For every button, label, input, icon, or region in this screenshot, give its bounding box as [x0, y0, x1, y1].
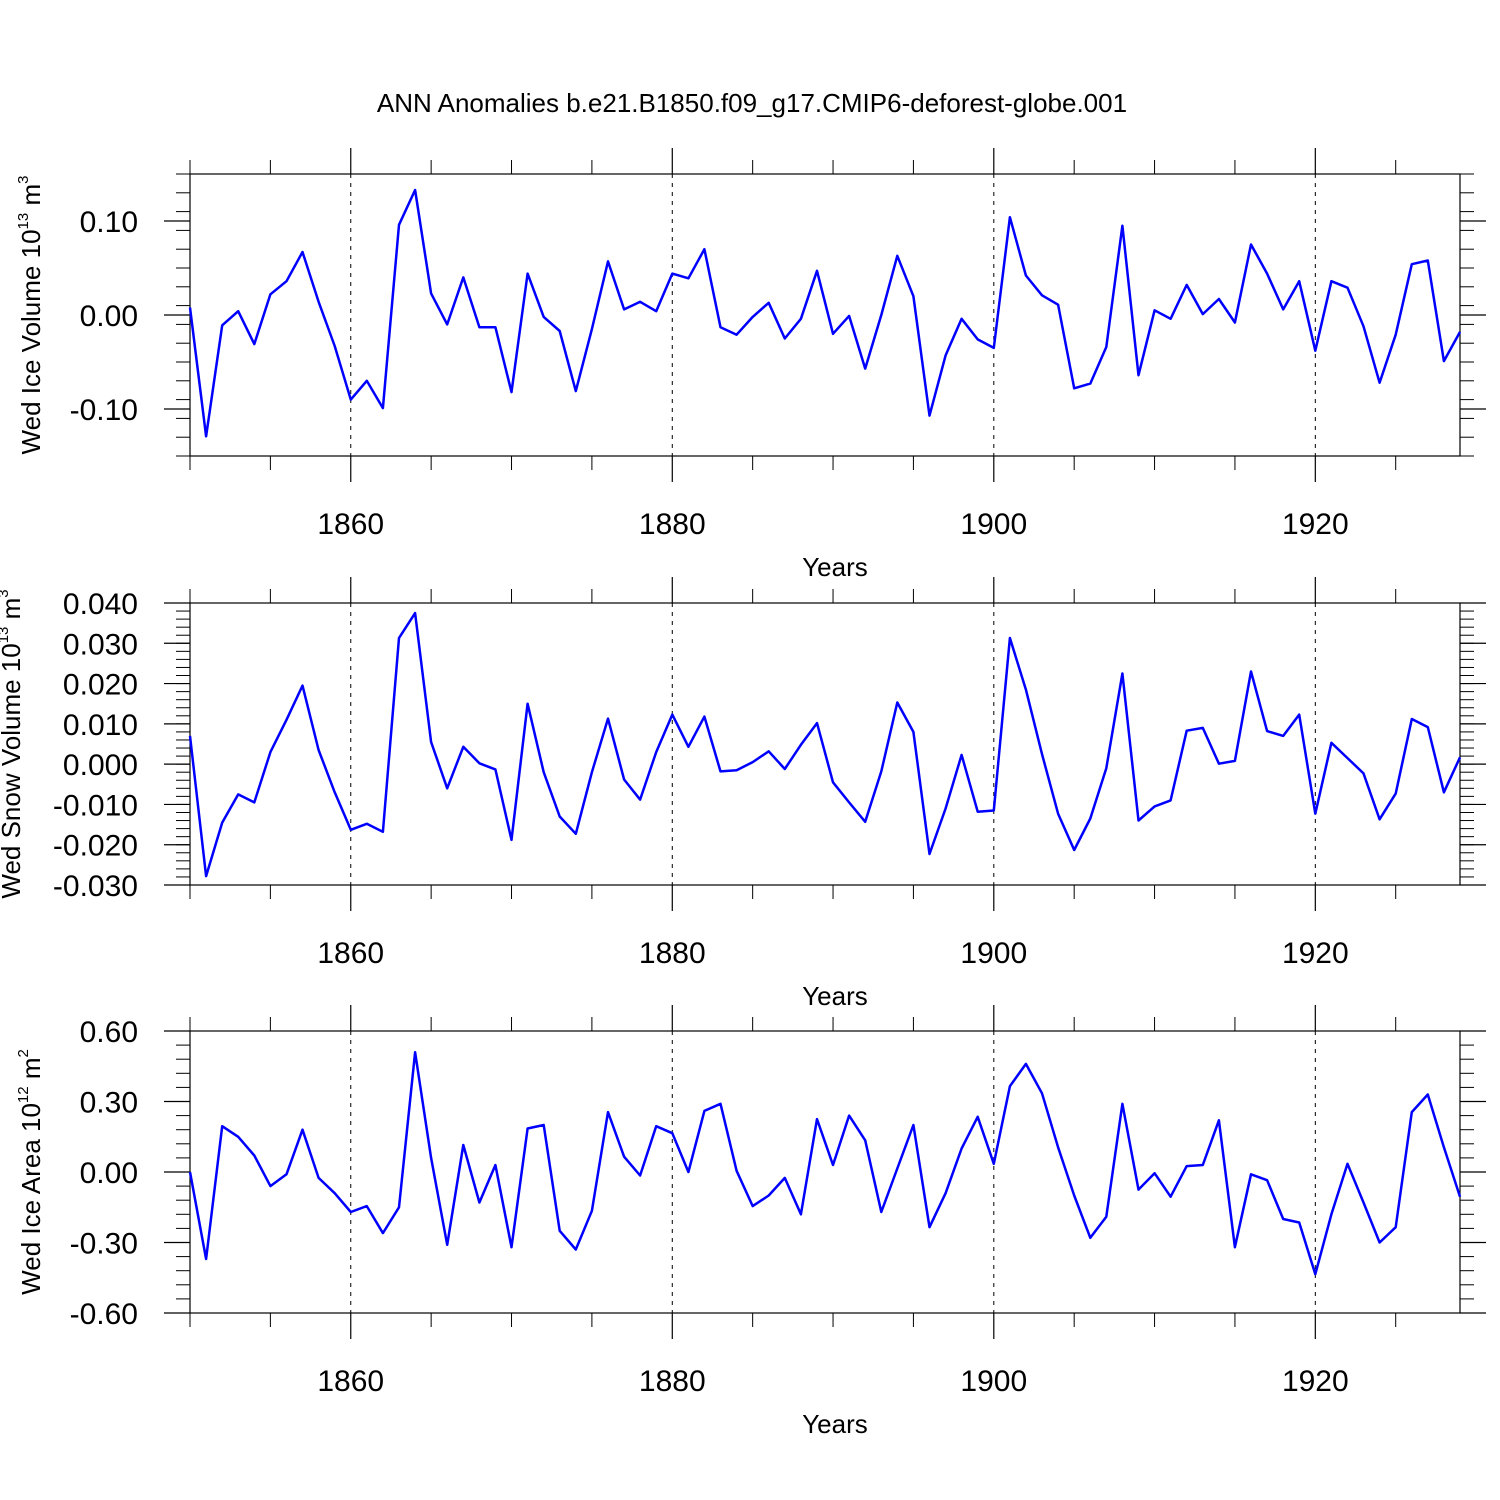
y-axis-label-exponent: 12	[15, 1086, 32, 1103]
y-tick-label: 0.10	[80, 206, 138, 239]
series-line	[188, 611, 1462, 878]
y-axis-label-text: Wed Ice Area 10	[16, 1103, 46, 1295]
y-tick-label: -0.10	[70, 394, 138, 427]
x-tick-label: 1920	[1282, 1365, 1349, 1398]
y-tick-label: 0.60	[80, 1016, 138, 1049]
y-tick-label: 0.030	[63, 628, 138, 661]
y-axis-label: Wed Snow Volume 1013 m3	[0, 589, 26, 898]
y-tick-label: -0.60	[70, 1298, 138, 1331]
plot-frame	[189, 1030, 1461, 1314]
panel-3: 1860 1880 1900 1920 Years -0.60 -0.30 0.00 0.30 0…	[15, 1005, 1486, 1439]
y-axis-label-unit: m	[16, 184, 46, 213]
y-tick-label: 0.00	[80, 1157, 138, 1190]
y-axis-label-unit: m	[0, 598, 26, 627]
y-axis-label-exponent: 13	[15, 213, 32, 230]
y-tick-label: -0.020	[53, 830, 138, 863]
y-axis-label-exponent: 13	[0, 627, 12, 644]
x-tick-label: 1860	[317, 1365, 384, 1398]
x-tick-label: 1880	[639, 1365, 706, 1398]
x-tick-label: 1880	[639, 508, 706, 541]
panels: 1860 1880 1900 1920 Years -0.10 0.00 0.10 Wed Ic…	[0, 148, 1486, 1439]
y-tick-label: -0.030	[53, 870, 138, 903]
series-line	[188, 188, 1462, 438]
x-axis-label: Years	[802, 1409, 868, 1439]
x-tick-label: 1920	[1282, 937, 1349, 970]
plot-frame	[189, 173, 1461, 457]
y-tick-label: 0.040	[63, 588, 138, 621]
y-tick-label: 0.010	[63, 709, 138, 742]
y-axis-label-text: Wed Snow Volume 10	[0, 643, 26, 898]
y-axis-label: Wed Ice Area 1012 m2	[15, 1049, 46, 1295]
panel-2: 1860 1880 1900 1920 Years -0.030 -0.020 -0.010 0…	[0, 577, 1486, 1011]
x-tick-label: 1900	[960, 937, 1027, 970]
series-line	[188, 1050, 1462, 1276]
y-axis-label-unit-exponent: 3	[15, 176, 32, 184]
x-tick-label: 1860	[317, 937, 384, 970]
y-axis-label-unit: m	[16, 1058, 46, 1087]
y-tick-label: 0.020	[63, 669, 138, 702]
y-tick-label: -0.010	[53, 789, 138, 822]
y-tick-label: 0.00	[80, 300, 138, 333]
plot-frame	[189, 602, 1461, 886]
x-tick-label: 1900	[960, 1365, 1027, 1398]
chart-title: ANN Anomalies b.e21.B1850.f09_g17.CMIP6-…	[377, 88, 1127, 118]
y-axis-label-text: Wed Ice Volume 10	[16, 229, 46, 454]
x-tick-label: 1860	[317, 508, 384, 541]
x-tick-label: 1880	[639, 937, 706, 970]
y-tick-label: -0.30	[70, 1228, 138, 1261]
x-axis-label: Years	[802, 552, 868, 582]
x-tick-label: 1920	[1282, 508, 1349, 541]
x-tick-label: 1900	[960, 508, 1027, 541]
x-axis-label: Years	[802, 981, 868, 1011]
y-axis-label-unit-exponent: 2	[15, 1049, 32, 1057]
y-axis-label: Wed Ice Volume 1013 m3	[15, 176, 46, 455]
y-tick-label: 0.000	[63, 749, 138, 782]
panel-1: 1860 1880 1900 1920 Years -0.10 0.00 0.10 Wed Ic…	[15, 148, 1486, 582]
y-tick-label: 0.30	[80, 1087, 138, 1120]
y-axis-label-unit-exponent: 3	[0, 589, 12, 597]
